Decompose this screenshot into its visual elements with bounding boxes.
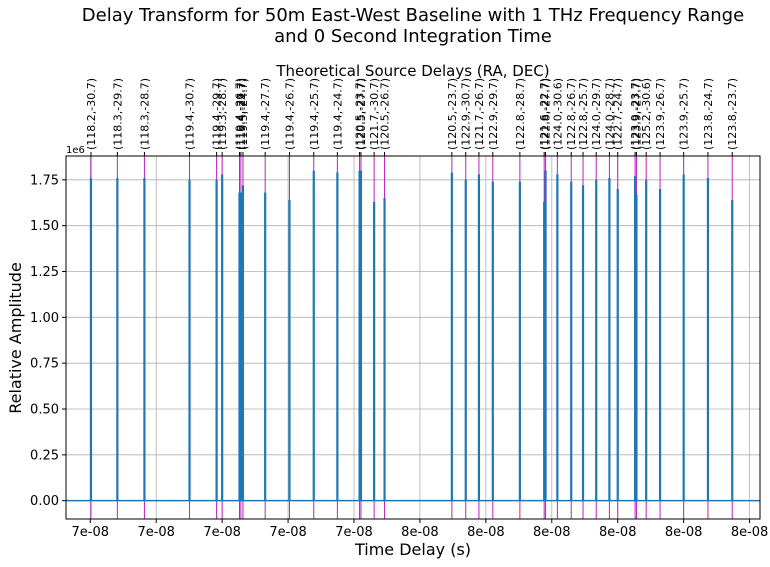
y-tick-label: 0.25 bbox=[30, 448, 59, 463]
x-tick-label: 7e-08 bbox=[203, 525, 241, 540]
source-delay-label: (119.4,-27.7) bbox=[235, 78, 248, 150]
source-delay-label: (121.6,-22.7) bbox=[538, 78, 551, 150]
source-delay-label: (123.9,-25.7) bbox=[678, 78, 691, 150]
x-tick-label: 8e-08 bbox=[401, 525, 439, 540]
y-tick-label: 0.75 bbox=[30, 357, 59, 372]
source-delay-label: (118.2,-30.7) bbox=[85, 78, 98, 150]
x-tick-label: 8e-08 bbox=[731, 525, 769, 540]
grid-lines bbox=[66, 156, 760, 519]
source-delay-label: (124.0,-29.7) bbox=[590, 78, 603, 150]
source-delay-label: (120.5,-27.7) bbox=[355, 78, 368, 150]
y-tick-label: 1.75 bbox=[30, 173, 59, 188]
x-tick-label: 7e-08 bbox=[335, 525, 373, 540]
source-delay-label: (121.7,-30.7) bbox=[368, 78, 381, 150]
x-axis-label: Time Delay (s) bbox=[354, 540, 471, 559]
x-tick-label: 7e-08 bbox=[72, 525, 110, 540]
y-multiplier: 1e6 bbox=[66, 145, 85, 156]
y-tick-label: 0.50 bbox=[30, 403, 59, 418]
x-tick-label: 8e-08 bbox=[533, 525, 571, 540]
y-tick-label: 0.00 bbox=[30, 494, 59, 509]
source-delay-label: (120.5,-23.7) bbox=[446, 78, 459, 150]
source-delay-label: (121.7,-26.7) bbox=[473, 78, 486, 150]
y-tick-label: 1.00 bbox=[30, 311, 59, 326]
source-delay-label: (123.8,-24.7) bbox=[702, 78, 715, 150]
axis-ticks: 7e-08 7e-08 7e-08 7e-08 7e-08 8e-08 8e-08 8e-08… bbox=[30, 78, 768, 540]
source-delay-label: (124.0,-28.7) bbox=[603, 78, 616, 150]
source-delay-label: (119.4,-30.7) bbox=[184, 78, 197, 150]
x-tick-label: 7e-08 bbox=[137, 525, 175, 540]
source-delay-label: (123.9,-26.7) bbox=[654, 78, 667, 150]
source-delay-label: (125.2,-30.6) bbox=[640, 78, 653, 150]
source-delay-label: (122.8,-25.7) bbox=[577, 78, 590, 150]
source-delay-label: (119.4,-25.7) bbox=[308, 78, 321, 150]
source-delay-label: (122.7,-24.7) bbox=[612, 78, 625, 150]
source-delay-label: (124.0,-30.6) bbox=[551, 78, 564, 150]
source-delay-label: (119.4,-26.7) bbox=[234, 78, 247, 150]
source-delay-label: (119.4,-27.7) bbox=[259, 78, 272, 150]
source-delay-label: (123.9,-23.7) bbox=[629, 78, 642, 150]
top-axis-title: Theoretical Source Delays (RA, DEC) bbox=[275, 62, 549, 80]
y-tick-label: 1.50 bbox=[30, 219, 59, 234]
source-delay-label: (122.9,-29.7) bbox=[487, 78, 500, 150]
x-tick-label: 8e-08 bbox=[467, 525, 505, 540]
source-delay-label: (123.9,-27.7) bbox=[630, 78, 643, 150]
y-tick-label: 1.25 bbox=[30, 265, 59, 280]
plot-frame bbox=[65, 155, 761, 520]
source-delay-label: (122.8,-28.7) bbox=[514, 78, 527, 150]
chart-title-line1: Delay Transform for 50m East-West Baseli… bbox=[82, 5, 744, 26]
source-delay-label: (118.3,-29.7) bbox=[111, 78, 124, 150]
x-tick-label: 8e-08 bbox=[599, 525, 637, 540]
chart-title-line2: and 0 Second Integration Time bbox=[274, 26, 552, 47]
source-delay-label: (122.8,-26.7) bbox=[565, 78, 578, 150]
source-delay-label: (122.8,-27.7) bbox=[540, 78, 553, 150]
source-delay-label: (119.3,-28.7) bbox=[216, 78, 229, 150]
y-axis-label: Relative Amplitude bbox=[6, 262, 25, 414]
source-delay-label: (120.5,-23.7) bbox=[354, 78, 367, 150]
source-delay-label: (119.4,-26.7) bbox=[283, 78, 296, 150]
source-delay-label: (118.3,-28.7) bbox=[138, 78, 151, 150]
source-delay-label: (122.9,-30.7) bbox=[460, 78, 473, 150]
x-tick-label: 7e-08 bbox=[269, 525, 307, 540]
source-delay-label: (119.4,-24.7) bbox=[331, 78, 344, 150]
data-series bbox=[66, 170, 760, 502]
source-delay-label: (119.4,-29.7) bbox=[211, 78, 224, 150]
source-delay-label: (123.8,-23.7) bbox=[726, 78, 739, 150]
source-delay-label: (119.5,-24.7) bbox=[237, 78, 250, 150]
source-delay-label: (120.5,-26.7) bbox=[379, 78, 392, 150]
x-tick-label: 8e-08 bbox=[665, 525, 703, 540]
